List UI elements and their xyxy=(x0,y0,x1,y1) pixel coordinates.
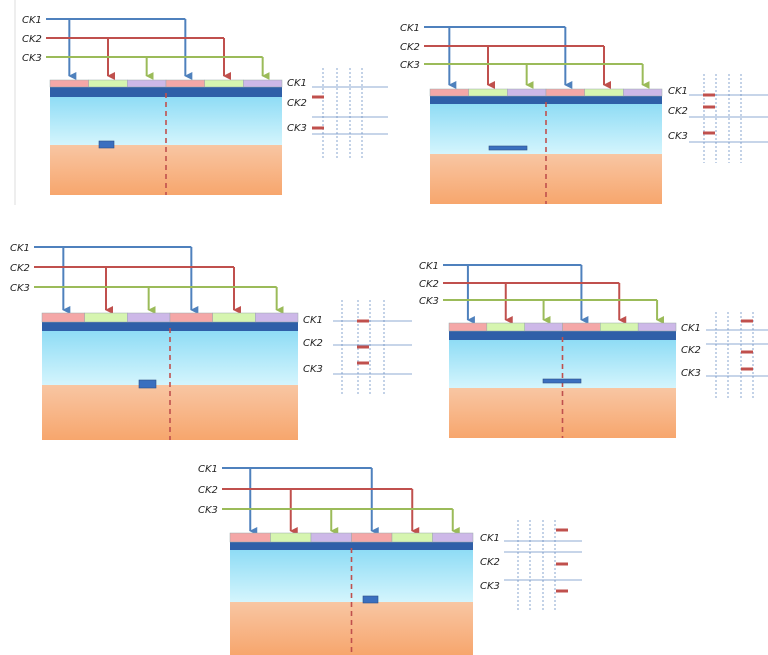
timing-label-2: CK2 xyxy=(303,338,323,349)
timing-pulse-1 xyxy=(703,93,715,97)
gate-electrode-2 xyxy=(486,322,525,332)
gate-electrode-1 xyxy=(49,79,89,88)
timing-label-3: CK3 xyxy=(287,123,307,134)
oxide-layer xyxy=(42,322,298,331)
timing-pulse-3 xyxy=(357,361,369,365)
charge-packet xyxy=(138,379,157,389)
gate-electrode-1 xyxy=(41,312,85,323)
panel-phase-3: CK1 CK2 CK3 CK1 CK2 CK3 xyxy=(10,243,412,440)
gate-electrode-2 xyxy=(88,79,128,88)
panel-phase-1: CK1 CK2 CK3 CK1 CK2 CK3 xyxy=(22,15,388,195)
gate-electrode-3 xyxy=(127,79,167,88)
charge-packet xyxy=(98,140,115,149)
gate-electrode-1 xyxy=(429,88,469,97)
timing-label-2: CK2 xyxy=(668,106,688,117)
timing-label-2: CK2 xyxy=(681,345,701,356)
timing-pulse-1 xyxy=(556,528,568,532)
gate-electrode-5 xyxy=(600,322,639,332)
gate-electrode-2 xyxy=(468,88,508,97)
clock-label-3: CK3 xyxy=(400,60,420,71)
gate-electrode-4 xyxy=(165,79,205,88)
timing-pulse-1 xyxy=(312,95,324,99)
gate-electrode-4 xyxy=(169,312,213,323)
gate-electrode-4 xyxy=(545,88,585,97)
timing-pulse-2 xyxy=(703,105,715,109)
clock-label-1: CK1 xyxy=(400,23,420,34)
gate-electrode-5 xyxy=(212,312,256,323)
timing-pulse-3 xyxy=(556,589,568,593)
timing-label-3: CK3 xyxy=(303,364,323,375)
timing-label-2: CK2 xyxy=(287,98,307,109)
clock-label-3: CK3 xyxy=(419,296,439,307)
clock-label-1: CK1 xyxy=(419,261,439,272)
timing-label-3: CK3 xyxy=(668,131,688,142)
timing-pulse-1 xyxy=(357,319,369,323)
oxide-layer xyxy=(430,96,662,104)
timing-pulse-3 xyxy=(703,131,715,135)
clock-label-2: CK2 xyxy=(400,42,420,53)
gate-electrode-3 xyxy=(127,312,171,323)
timing-pulse-3 xyxy=(741,367,753,371)
timing-pulse-2 xyxy=(741,350,753,354)
clock-label-2: CK2 xyxy=(198,485,218,496)
panel-phase-2: CK1 CK2 CK3 CK1 CK2 CK3 xyxy=(400,23,768,204)
gate-electrode-6 xyxy=(637,322,677,332)
gate-electrode-6 xyxy=(243,79,283,88)
timing-label-1: CK1 xyxy=(480,533,500,544)
timing-pulse-1 xyxy=(741,319,753,323)
timing-pulse-2 xyxy=(312,126,324,130)
oxide-layer xyxy=(449,331,676,340)
gate-electrode-5 xyxy=(391,532,433,543)
gate-electrode-4 xyxy=(562,322,601,332)
clock-label-2: CK2 xyxy=(22,34,42,45)
timing-label-1: CK1 xyxy=(303,315,323,326)
gate-electrode-2 xyxy=(84,312,128,323)
gate-electrode-4 xyxy=(351,532,393,543)
gate-electrode-6 xyxy=(432,532,474,543)
gate-electrode-3 xyxy=(310,532,352,543)
gate-electrode-5 xyxy=(204,79,244,88)
oxide-layer xyxy=(50,87,282,97)
gate-electrode-2 xyxy=(270,532,312,543)
panel-phase-4: CK1 CK2 CK3 CK1 CK2 CK3 xyxy=(419,261,768,438)
gate-electrode-6 xyxy=(255,312,299,323)
charge-packet xyxy=(542,378,582,384)
gate-electrode-3 xyxy=(524,322,563,332)
clock-label-2: CK2 xyxy=(419,279,439,290)
clock-label-1: CK1 xyxy=(198,464,218,475)
timing-pulse-2 xyxy=(357,345,369,349)
clock-label-2: CK2 xyxy=(10,263,30,274)
gate-electrode-6 xyxy=(623,88,663,97)
charge-packet xyxy=(488,145,528,151)
timing-label-2: CK2 xyxy=(480,557,500,568)
gate-electrode-1 xyxy=(229,532,271,543)
gate-electrode-5 xyxy=(584,88,624,97)
clock-label-1: CK1 xyxy=(22,15,42,26)
clock-label-3: CK3 xyxy=(22,53,42,64)
timing-label-1: CK1 xyxy=(668,86,688,97)
gate-electrode-3 xyxy=(507,88,547,97)
charge-packet xyxy=(362,595,379,604)
timing-pulse-2 xyxy=(556,562,568,566)
panel-phase-5: CK1 CK2 CK3 CK1 CK2 CK3 xyxy=(198,464,582,655)
timing-label-3: CK3 xyxy=(681,368,701,379)
timing-label-1: CK1 xyxy=(287,78,307,89)
timing-label-1: CK1 xyxy=(681,323,701,334)
timing-label-3: CK3 xyxy=(480,581,500,592)
oxide-layer xyxy=(230,542,473,550)
clock-label-3: CK3 xyxy=(10,283,30,294)
clock-label-3: CK3 xyxy=(198,505,218,516)
substrate-layer xyxy=(230,602,473,655)
gate-electrode-1 xyxy=(448,322,488,332)
clock-label-1: CK1 xyxy=(10,243,30,254)
